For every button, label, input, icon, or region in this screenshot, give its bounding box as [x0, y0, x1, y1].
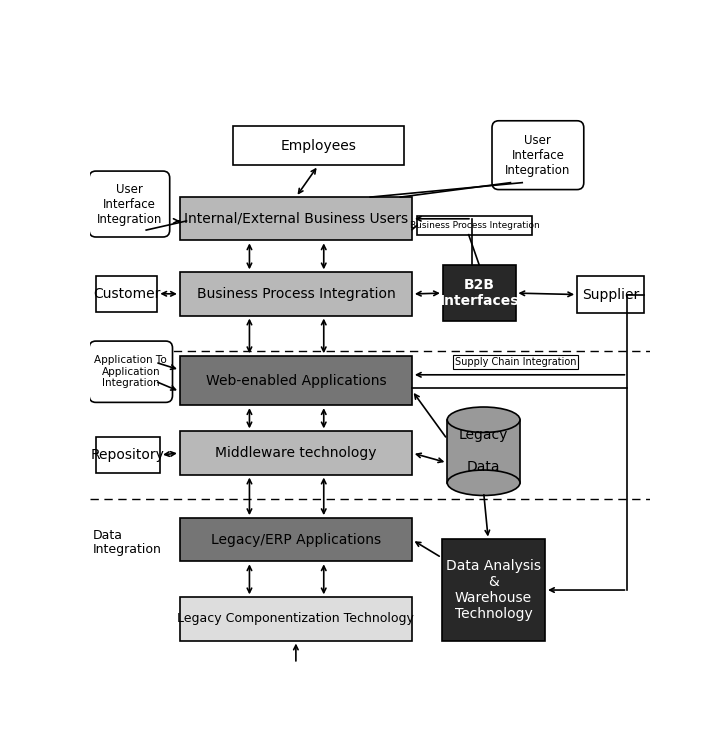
Text: Web-enabled Applications: Web-enabled Applications [206, 374, 386, 388]
Bar [180, 597, 412, 641]
Bar [180, 197, 412, 240]
Bar [180, 273, 412, 315]
Text: Data: Data [93, 529, 123, 542]
Text: Legacy

Data: Legacy Data [459, 428, 508, 475]
Text: Business Process Integration: Business Process Integration [196, 287, 395, 301]
Text: Supply Chain Integration: Supply Chain Integration [455, 357, 576, 367]
Ellipse shape [447, 407, 520, 433]
Text: User
Interface
Integration: User Interface Integration [505, 134, 570, 176]
Bar [96, 437, 160, 473]
Bar [577, 276, 644, 313]
Text: Supplier: Supplier [582, 288, 639, 302]
Ellipse shape [447, 470, 520, 496]
Text: Middleware technology: Middleware technology [215, 446, 377, 460]
Bar [417, 216, 531, 234]
Text: User
Interface
Integration: User Interface Integration [97, 182, 162, 225]
Text: Customer: Customer [93, 287, 160, 300]
Bar [233, 126, 404, 165]
Bar [447, 420, 520, 483]
Bar [180, 431, 412, 475]
Bar [442, 539, 545, 641]
Text: Employees: Employees [280, 139, 356, 152]
Text: B2B
Interfaces: B2B Interfaces [440, 278, 519, 308]
Text: Legacy/ERP Applications: Legacy/ERP Applications [211, 532, 381, 547]
Bar [96, 276, 157, 312]
Bar [180, 518, 412, 562]
Text: Integration: Integration [93, 543, 162, 556]
Text: Application To
Application
Integration: Application To Application Integration [95, 355, 168, 388]
Text: Business Process Integration: Business Process Integration [409, 221, 539, 230]
FancyBboxPatch shape [89, 341, 173, 403]
FancyBboxPatch shape [89, 171, 170, 237]
Text: Internal/External Business Users: Internal/External Business Users [184, 212, 408, 226]
Bar [180, 356, 412, 406]
Text: Legacy Componentization Technology: Legacy Componentization Technology [178, 613, 414, 626]
Bar [443, 265, 516, 321]
Text: Repository: Repository [91, 448, 165, 462]
FancyBboxPatch shape [492, 121, 584, 189]
Text: Data Analysis
&
Warehouse
Technology: Data Analysis & Warehouse Technology [446, 559, 541, 621]
